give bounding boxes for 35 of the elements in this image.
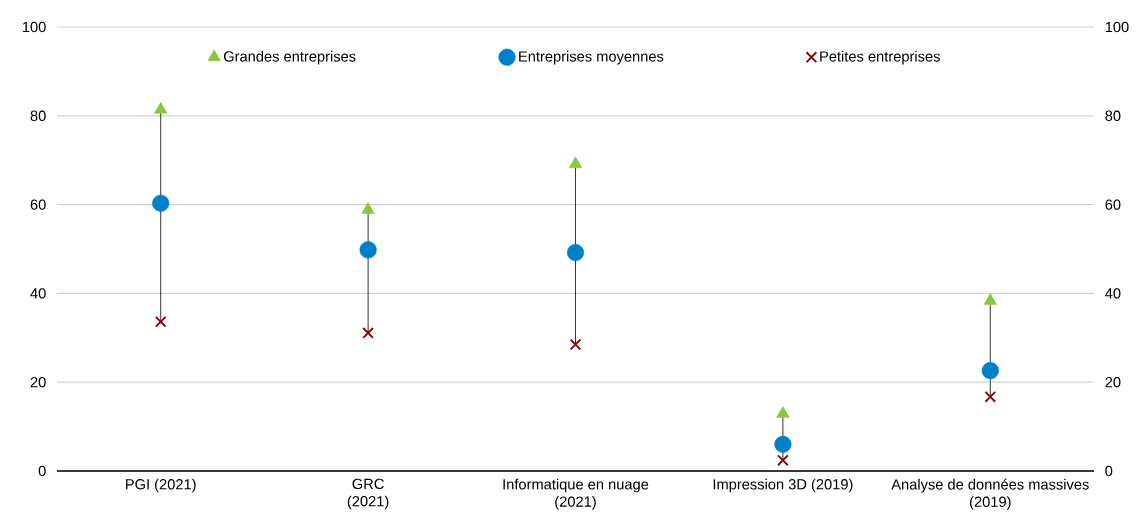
x-tick-label: Impression 3D (2019) xyxy=(713,478,853,493)
legend-label: Entreprises moyennes xyxy=(519,50,664,65)
point xyxy=(981,362,999,380)
legend-label: Petites entreprises xyxy=(820,50,940,65)
point xyxy=(568,156,583,169)
y2-tick-label: 20 xyxy=(1105,377,1121,388)
y2-tick-label: 60 xyxy=(1105,199,1121,210)
y-tick-label: 20 xyxy=(30,377,46,388)
point xyxy=(774,435,792,453)
point xyxy=(152,194,170,212)
y2-tick-label: 40 xyxy=(1105,288,1121,299)
point xyxy=(359,241,377,259)
point xyxy=(154,101,168,114)
point xyxy=(569,338,582,351)
y-tick-label: 100 xyxy=(22,21,46,33)
y-tick-label: 60 xyxy=(30,199,46,210)
x-tick-label: GRC (2021) xyxy=(347,478,389,510)
y-tick-label: 80 xyxy=(30,110,46,121)
y2-tick-label: 0 xyxy=(1105,465,1113,477)
x-tick-label: Informatique en nuage (2021) xyxy=(503,478,649,510)
point xyxy=(154,315,167,328)
y2-tick-label: 100 xyxy=(1105,21,1129,33)
legend-label: Grandes entreprises xyxy=(223,50,356,65)
x-tick-label: Analyse de données massives (2019) xyxy=(891,478,1089,510)
y2-tick-label: 80 xyxy=(1105,110,1121,121)
point xyxy=(362,327,374,339)
x-tick-label: PGI (2021) xyxy=(126,478,196,493)
point xyxy=(361,202,375,214)
point xyxy=(984,391,997,403)
point xyxy=(776,406,790,418)
point xyxy=(777,454,789,467)
y-tick-label: 40 xyxy=(30,288,46,299)
point xyxy=(566,244,585,262)
y-tick-label: 0 xyxy=(38,465,46,477)
point xyxy=(983,293,997,305)
